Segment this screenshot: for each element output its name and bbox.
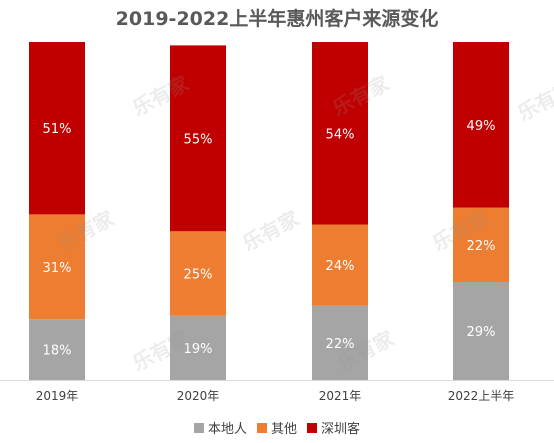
bar-segment-local (453, 281, 509, 380)
bar-segment-local (170, 315, 226, 380)
data-label: 24% (326, 259, 355, 274)
data-label: 29% (467, 325, 496, 340)
chart-legend: 本地人 其他 深圳客 (0, 418, 554, 437)
data-label: 54% (326, 127, 355, 142)
chart-title: 2019-2022上半年惠州客户来源变化 (115, 8, 439, 30)
bar-segment-shenzhen (170, 45, 226, 232)
data-label: 55% (184, 132, 213, 147)
data-label: 25% (184, 268, 213, 283)
data-label: 51% (43, 122, 72, 137)
legend-label-other: 其他 (270, 422, 297, 437)
bar-segment-local (29, 319, 85, 380)
legend-swatch-shenzhen (307, 422, 317, 433)
x-tick-label: 2020年 (177, 389, 220, 403)
legend-label-shenzhen: 深圳客 (321, 422, 361, 437)
bar-segment-shenzhen (453, 42, 509, 208)
bar-segment-other (29, 214, 85, 320)
legend-item-local: 本地人 (193, 418, 247, 437)
legend-swatch-other (256, 422, 267, 433)
data-label: 22% (326, 337, 355, 352)
legend-item-other: 其他 (256, 418, 297, 437)
bar-segment-other (312, 224, 368, 306)
data-label: 19% (184, 342, 213, 357)
bar-segment-shenzhen (312, 42, 368, 225)
data-label: 22% (467, 239, 496, 254)
x-tick-label: 2019年 (36, 389, 79, 403)
data-label: 18% (43, 344, 72, 359)
legend-label-local: 本地人 (207, 422, 247, 437)
legend-item-shenzhen: 深圳客 (307, 418, 360, 437)
data-label: 49% (467, 119, 496, 134)
bar-segment-shenzhen (29, 42, 85, 215)
bar-segment-other (170, 231, 226, 316)
bar-segment-local (312, 305, 368, 380)
x-tick-label: 2022上半年 (448, 389, 515, 403)
data-label: 31% (43, 261, 72, 276)
x-tick-label: 2021年 (319, 389, 362, 403)
bar-segment-other (453, 207, 509, 282)
legend-swatch-local (193, 422, 204, 433)
